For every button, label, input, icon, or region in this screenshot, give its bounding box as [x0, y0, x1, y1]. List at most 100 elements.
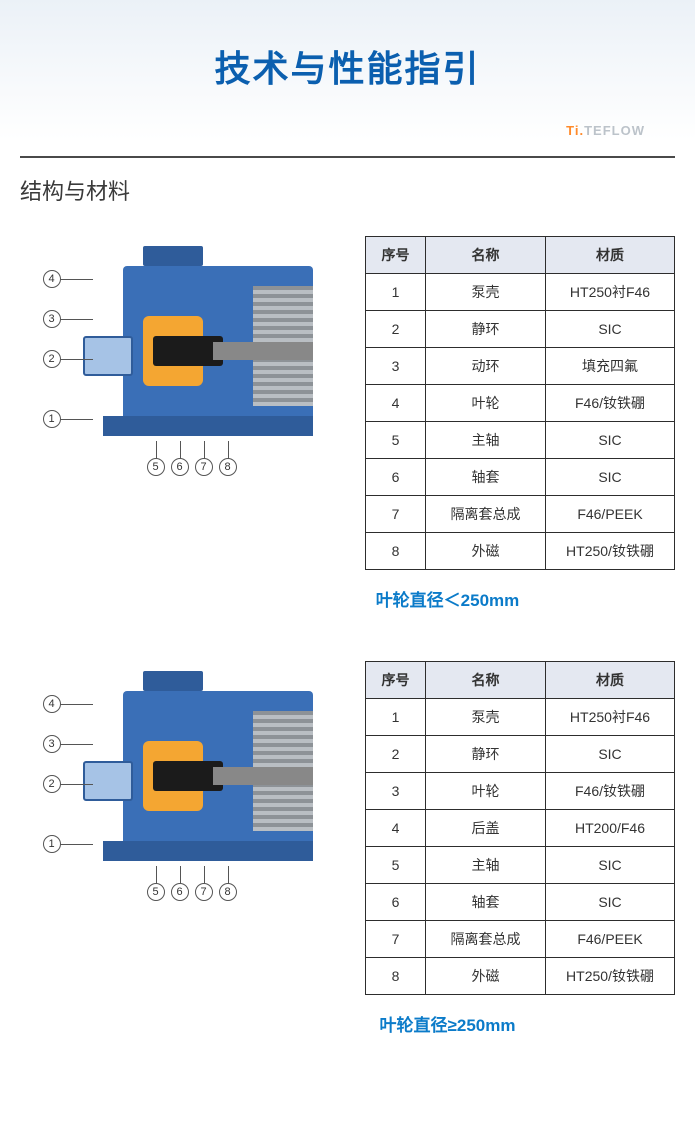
table-row: 7隔离套总成F46/PEEK	[366, 496, 675, 533]
logo-prefix: Ti.	[566, 123, 584, 138]
table-cell: 6	[366, 884, 426, 921]
col-seq: 序号	[366, 237, 426, 274]
table-cell: 5	[366, 422, 426, 459]
table-cell: SIC	[546, 884, 675, 921]
col-name: 名称	[426, 662, 546, 699]
table-cell: SIC	[546, 311, 675, 348]
page-title: 技术与性能指引	[20, 40, 675, 92]
spec-table-1: 序号 名称 材质 1泵壳HT250衬F462静环SIC3动环填充四氟4叶轮F46…	[365, 236, 675, 570]
table-cell: SIC	[546, 422, 675, 459]
callout-7: 7	[195, 458, 213, 476]
pump-flange	[143, 671, 203, 691]
logo-rest: TEFLOW	[584, 123, 645, 138]
callout-lead	[180, 866, 181, 884]
table-cell: 轴套	[426, 884, 546, 921]
table-cell: 4	[366, 385, 426, 422]
table-cell: 3	[366, 773, 426, 810]
table-col-2: 序号 名称 材质 1泵壳HT250衬F462静环SIC3叶轮F46/钕铁硼4后盖…	[365, 661, 675, 995]
spec-block-1: 4321 5678 序号 名称 材质 1泵壳HT250衬F462静环SIC3动环…	[20, 236, 675, 570]
brand-logo: Ti.TEFLOW	[566, 123, 645, 138]
callout-5: 5	[147, 883, 165, 901]
table-row: 3叶轮F46/钕铁硼	[366, 773, 675, 810]
table-cell: 1	[366, 699, 426, 736]
table-row: 5主轴SIC	[366, 422, 675, 459]
table-cell: 轴套	[426, 459, 546, 496]
table-cell: SIC	[546, 847, 675, 884]
table-cell: SIC	[546, 459, 675, 496]
header-band: 技术与性能指引 Ti.TEFLOW	[0, 0, 695, 156]
table-row: 8外磁HT250/钕铁硼	[366, 533, 675, 570]
pump-diagram-1: 4321 5678	[43, 236, 323, 476]
table-cell: 后盖	[426, 810, 546, 847]
table-cell: 泵壳	[426, 699, 546, 736]
table-cell: 泵壳	[426, 274, 546, 311]
section-heading: 结构与材料	[20, 174, 675, 206]
pump-shaft	[213, 342, 313, 360]
diagram-col: 4321 5678	[20, 236, 345, 476]
caption-2: 叶轮直径≥250mm	[220, 1011, 675, 1036]
callout-2: 2	[43, 350, 61, 368]
pump-inlet	[83, 761, 133, 801]
table-cell: 填充四氟	[546, 348, 675, 385]
table-row: 2静环SIC	[366, 311, 675, 348]
table-cell: F46/钕铁硼	[546, 385, 675, 422]
table-cell: HT200/F46	[546, 810, 675, 847]
callout-6: 6	[171, 458, 189, 476]
table-row: 4叶轮F46/钕铁硼	[366, 385, 675, 422]
callout-7: 7	[195, 883, 213, 901]
content: 结构与材料 4321 5678 序号 名称 材质	[0, 158, 695, 1126]
callout-lead	[228, 866, 229, 884]
spec-block-2: 4321 5678 序号 名称 材质 1泵壳HT250衬F462静环SIC3叶轮…	[20, 661, 675, 995]
table-row: 1泵壳HT250衬F46	[366, 699, 675, 736]
callout-lead	[59, 319, 93, 320]
logo-row: Ti.TEFLOW	[20, 122, 675, 140]
table-cell: 动环	[426, 348, 546, 385]
table-cell: 7	[366, 921, 426, 958]
table-row: 5主轴SIC	[366, 847, 675, 884]
table-row: 6轴套SIC	[366, 884, 675, 921]
table-cell: SIC	[546, 736, 675, 773]
table-cell: F46/PEEK	[546, 496, 675, 533]
col-mat: 材质	[546, 237, 675, 274]
table-cell: HT250/钕铁硼	[546, 958, 675, 995]
table-row: 1泵壳HT250衬F46	[366, 274, 675, 311]
table-cell: HT250衬F46	[546, 274, 675, 311]
table-cell: 静环	[426, 311, 546, 348]
pump-diagram-2: 4321 5678	[43, 661, 323, 901]
caption-1: 叶轮直径＜250mm	[220, 586, 675, 611]
callout-3: 3	[43, 310, 61, 328]
table-cell: 2	[366, 311, 426, 348]
callout-lead	[59, 419, 93, 420]
table-cell: 2	[366, 736, 426, 773]
pump-base	[103, 416, 313, 436]
callout-lead	[180, 441, 181, 459]
callout-2: 2	[43, 775, 61, 793]
callout-lead	[228, 441, 229, 459]
callout-1: 1	[43, 410, 61, 428]
callout-4: 4	[43, 695, 61, 713]
table-cell: 6	[366, 459, 426, 496]
table-cell: 主轴	[426, 847, 546, 884]
table-cell: 5	[366, 847, 426, 884]
table-cell: 外磁	[426, 958, 546, 995]
table-row: 2静环SIC	[366, 736, 675, 773]
table-cell: 叶轮	[426, 385, 546, 422]
table-row: 7隔离套总成F46/PEEK	[366, 921, 675, 958]
callout-4: 4	[43, 270, 61, 288]
col-seq: 序号	[366, 662, 426, 699]
pump-base	[103, 841, 313, 861]
table-cell: HT250衬F46	[546, 699, 675, 736]
table-row: 6轴套SIC	[366, 459, 675, 496]
diagram-col: 4321 5678	[20, 661, 345, 901]
callout-5: 5	[147, 458, 165, 476]
table-cell: 外磁	[426, 533, 546, 570]
spec-table-1-body: 1泵壳HT250衬F462静环SIC3动环填充四氟4叶轮F46/钕铁硼5主轴SI…	[366, 274, 675, 570]
table-col-1: 序号 名称 材质 1泵壳HT250衬F462静环SIC3动环填充四氟4叶轮F46…	[365, 236, 675, 570]
table-cell: 隔离套总成	[426, 921, 546, 958]
table-cell: 主轴	[426, 422, 546, 459]
col-name: 名称	[426, 237, 546, 274]
callout-8: 8	[219, 883, 237, 901]
table-row: 8外磁HT250/钕铁硼	[366, 958, 675, 995]
table-cell: 8	[366, 958, 426, 995]
callout-3: 3	[43, 735, 61, 753]
